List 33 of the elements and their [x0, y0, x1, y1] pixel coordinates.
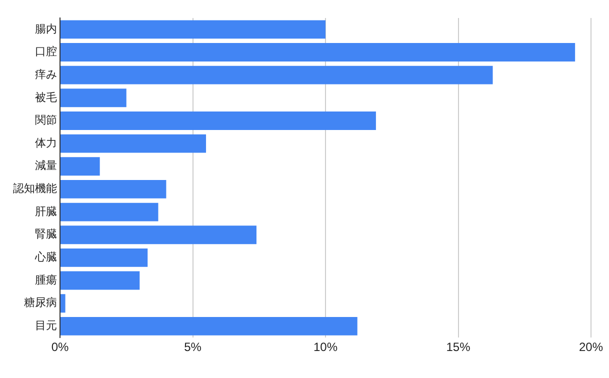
bar [60, 43, 576, 62]
bar [60, 112, 376, 130]
x-tick-label: 0% [51, 340, 69, 354]
y-tick-label: 心臓 [34, 250, 57, 264]
y-tick-label: 痒み [35, 68, 57, 81]
y-tick-label: 腎臓 [35, 228, 57, 241]
bar [60, 226, 256, 244]
y-tick-label: 体力 [35, 136, 57, 150]
y-tick-label: 糖尿病 [24, 296, 57, 310]
bar [60, 157, 100, 176]
y-tick-label: 減量 [35, 159, 57, 172]
x-tick-label: 15% [446, 340, 471, 354]
y-tick-label: 腫瘍 [35, 273, 57, 286]
y-tick-label: 関節 [35, 114, 57, 127]
bar [60, 202, 158, 222]
y-tick-label: 肝臓 [35, 204, 57, 218]
bar [60, 271, 140, 290]
y-tick-label: 認知機能 [13, 182, 57, 196]
y-tick-label: 口腔 [35, 45, 57, 58]
bar [60, 66, 493, 84]
y-tick-label: 被毛 [35, 90, 57, 104]
bar [60, 88, 126, 108]
bar [60, 248, 148, 267]
x-tick-label: 10% [313, 340, 338, 354]
bar [60, 20, 326, 39]
bar [60, 180, 166, 198]
y-tick-label: 目元 [35, 319, 57, 332]
bar [60, 294, 66, 313]
bar [60, 134, 206, 153]
y-tick-label: 腸内 [35, 22, 57, 36]
x-tick-label: 20% [578, 340, 604, 354]
bar [60, 316, 358, 336]
x-tick-label: 5% [184, 340, 202, 354]
